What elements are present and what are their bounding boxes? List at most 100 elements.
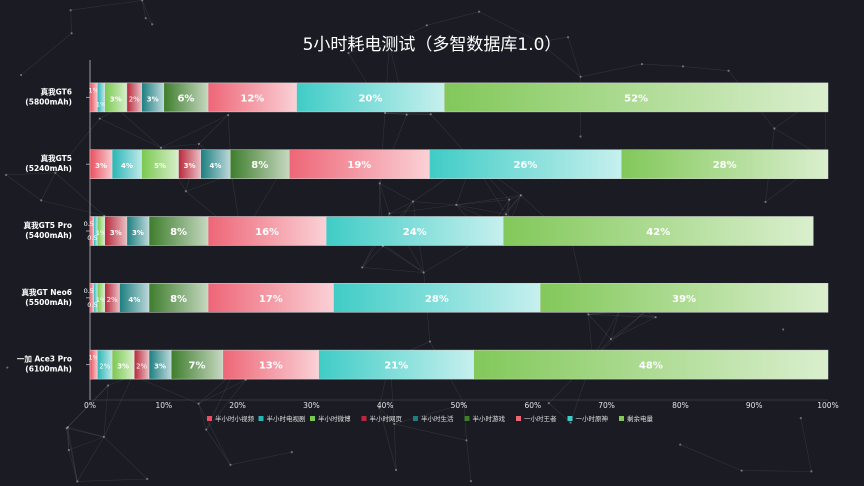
network-node — [519, 194, 523, 197]
data-label: 13% — [259, 361, 283, 372]
network-node — [70, 32, 73, 35]
data-label: 39% — [672, 294, 696, 305]
network-node — [4, 173, 8, 176]
bar-segment — [163, 82, 209, 113]
data-label: 52% — [624, 93, 648, 104]
data-label: 28% — [713, 160, 737, 171]
data-label: 1% — [96, 296, 106, 304]
network-node — [508, 198, 511, 201]
data-label: 4% — [210, 162, 222, 170]
data-label: 3% — [147, 95, 159, 103]
data-label: 8% — [170, 227, 187, 238]
network-node — [640, 62, 644, 66]
network-node — [587, 313, 590, 316]
bar-segment — [141, 149, 179, 179]
bar-segment — [148, 283, 209, 313]
data-label: 5% — [154, 162, 166, 170]
network-node — [393, 422, 396, 426]
network-node — [609, 337, 613, 341]
legend-swatch — [310, 416, 315, 421]
network-node — [76, 480, 79, 483]
bar-segment — [539, 283, 829, 313]
network-node — [98, 117, 101, 120]
data-label: 1% — [89, 354, 99, 362]
y-tick-label: 一加 Ace3 Pro (6100mAh) — [17, 354, 72, 374]
network-node — [425, 24, 428, 27]
x-tick-label: 40% — [377, 401, 394, 410]
chart-title: 5小时耗电测试（多智数据库1.0） — [302, 35, 562, 55]
bar-segment — [207, 283, 334, 313]
legend-swatch — [207, 416, 212, 421]
network-node — [347, 51, 350, 55]
data-label: 3% — [117, 363, 129, 371]
x-tick-label: 20% — [229, 401, 246, 410]
legend-swatch — [258, 416, 264, 421]
data-label: 1% — [96, 100, 106, 108]
network-node — [547, 402, 550, 405]
data-label: 28% — [425, 294, 449, 305]
legend-swatch — [619, 416, 624, 421]
x-tick-label: 10% — [155, 401, 172, 410]
legend-label: 半小时小视频 — [215, 414, 255, 423]
data-label: 3% — [95, 162, 107, 170]
network-node — [654, 316, 657, 319]
data-label: 17% — [259, 294, 283, 305]
network-node — [388, 212, 391, 215]
network-node — [24, 290, 27, 293]
network-node — [205, 428, 208, 431]
network-node — [146, 477, 149, 481]
legend-label: 一小时原神 — [576, 414, 609, 423]
bar-segment — [207, 216, 327, 246]
network-node — [141, 0, 144, 2]
network-node — [478, 10, 481, 13]
network-node — [566, 36, 570, 39]
network-node — [394, 468, 398, 472]
bar-segment — [289, 149, 430, 179]
x-tick-label: 90% — [746, 401, 763, 410]
data-label: 3% — [154, 363, 166, 371]
legend-label: 一小时王者 — [524, 414, 557, 423]
network-node — [227, 113, 230, 117]
network-node — [159, 146, 163, 149]
network-node — [151, 23, 154, 26]
network-node — [40, 199, 43, 202]
bar-segment — [200, 149, 231, 179]
network-node — [290, 451, 293, 454]
data-label: 4% — [121, 162, 133, 170]
x-tick-label: 60% — [524, 401, 541, 410]
data-label: 6% — [177, 93, 194, 104]
network-node — [465, 439, 468, 442]
data-label: 3% — [184, 162, 196, 170]
legend-swatch — [516, 416, 521, 421]
data-label: 48% — [639, 361, 663, 372]
legend-swatch — [464, 416, 470, 421]
data-label: 12% — [240, 93, 264, 104]
data-label: 2% — [136, 363, 147, 371]
network-node — [65, 427, 68, 430]
network-node — [579, 135, 582, 138]
data-label: 8% — [251, 160, 268, 171]
network-node — [378, 406, 381, 409]
network-node — [681, 65, 685, 68]
bar-segment — [222, 349, 320, 380]
network-node — [184, 190, 187, 193]
legend-label: 半小时生活 — [421, 414, 454, 423]
network-node — [102, 435, 106, 439]
network-node — [469, 480, 473, 483]
data-label: 7% — [189, 361, 206, 372]
bar-segment — [503, 216, 814, 246]
data-label: 2% — [99, 363, 110, 371]
bar-segment — [296, 82, 445, 113]
network-node — [405, 113, 408, 116]
data-label: 21% — [384, 361, 408, 372]
network-node — [144, 17, 147, 20]
y-tick-label: 真我GT5 Pro (5400mAh) — [24, 220, 72, 240]
network-node — [197, 402, 200, 405]
bar-segment — [473, 349, 829, 380]
network-node — [773, 127, 776, 130]
data-label: 3% — [132, 229, 144, 237]
legend-swatch — [567, 416, 573, 421]
data-label: 4% — [128, 296, 140, 304]
